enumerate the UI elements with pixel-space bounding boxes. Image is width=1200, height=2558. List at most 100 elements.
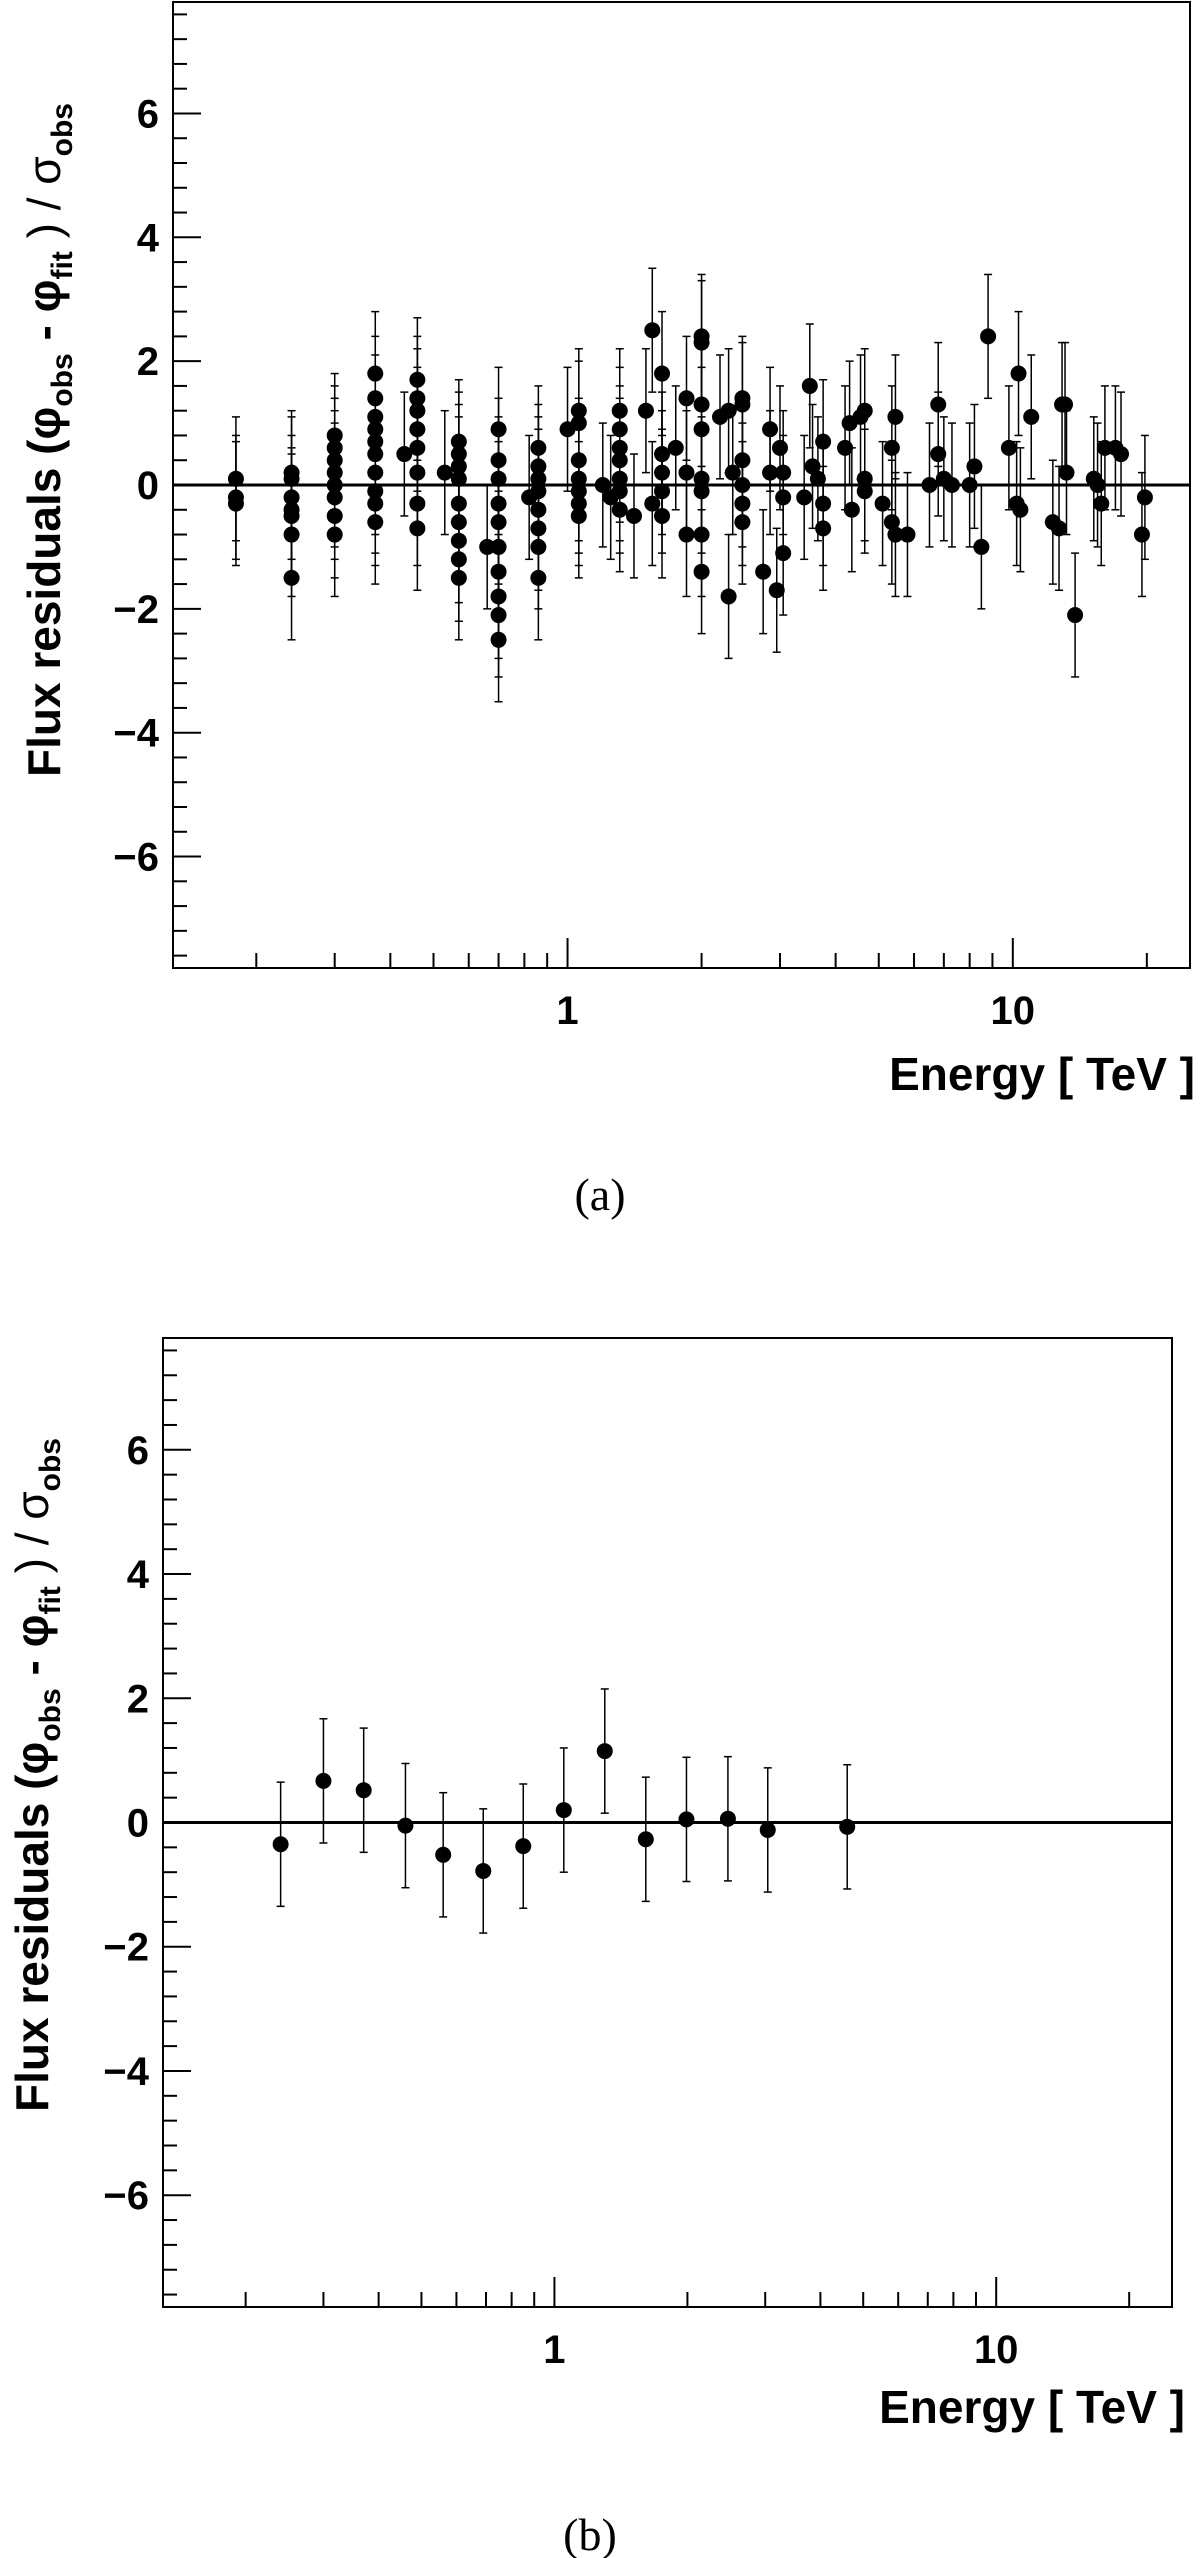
marker — [856, 402, 873, 419]
data-point — [283, 515, 300, 641]
data-point — [515, 1783, 532, 1909]
data-point — [771, 385, 788, 511]
ylabel-sub: obs — [46, 103, 79, 156]
y-tick-label: −2 — [103, 1926, 149, 1970]
marker — [973, 538, 990, 555]
data-point — [396, 391, 413, 517]
marker — [839, 1818, 856, 1835]
marker — [887, 526, 904, 543]
marker — [654, 507, 671, 524]
ylabel-paren: ( — [18, 439, 70, 455]
marker — [596, 1743, 613, 1760]
data-point — [1010, 310, 1027, 437]
data-point — [1023, 354, 1040, 480]
data-point — [450, 515, 467, 641]
y-tick-label: 0 — [137, 464, 159, 508]
marker — [809, 470, 826, 487]
data-point — [966, 403, 983, 530]
marker — [530, 569, 547, 586]
marker — [720, 588, 737, 605]
data-point — [272, 1781, 289, 1908]
marker — [771, 439, 788, 456]
marker — [1136, 489, 1153, 506]
marker — [883, 439, 900, 456]
y-tick-label: 0 — [127, 1802, 149, 1846]
marker — [801, 377, 818, 394]
data-point — [1067, 552, 1084, 678]
panel-a-chart: −6 −4 −2 0 2 4 6 1 10 Energy [ TeV ] Flux residual… — [18, 1, 1195, 1220]
marker — [450, 569, 467, 586]
data-point — [596, 1688, 613, 1814]
ylabel-main: Flux residuals — [18, 455, 70, 777]
data-point — [839, 1763, 856, 1890]
marker — [768, 582, 785, 599]
ylabel-sub: fit — [34, 1586, 67, 1614]
panel-b-chart: −6 −4 −2 0 2 4 6 1 10 Energy [ TeV ] Flux residual… — [6, 1337, 1185, 2558]
data-point — [355, 1727, 372, 1854]
marker — [1023, 408, 1040, 425]
x-tick-label: 10 — [974, 2328, 1019, 2372]
x-tick-label: 1 — [543, 2328, 565, 2372]
ylabel-sub: obs — [46, 353, 79, 406]
ylabel-sub: obs — [34, 1688, 67, 1741]
data-point — [1012, 447, 1029, 573]
marker — [515, 1838, 532, 1855]
data-point — [973, 484, 990, 610]
marker — [961, 477, 978, 493]
data-point — [1058, 409, 1075, 536]
data-point — [436, 409, 453, 536]
data-point — [874, 440, 891, 567]
data-point — [326, 471, 343, 598]
marker — [227, 495, 244, 512]
marker — [719, 1810, 736, 1827]
y-tick-label: −2 — [113, 588, 159, 632]
marker — [980, 328, 997, 345]
marker — [856, 483, 873, 500]
marker — [637, 1831, 654, 1848]
marker — [435, 1846, 452, 1863]
marker — [367, 514, 384, 531]
marker — [611, 501, 628, 518]
marker — [1089, 477, 1106, 493]
marker — [644, 495, 661, 512]
marker — [693, 563, 710, 580]
ylabel-sigma: σ — [18, 156, 70, 184]
marker — [724, 464, 741, 481]
data-point — [555, 1747, 572, 1873]
panel-a-caption: (a) — [574, 1169, 625, 1220]
data-point — [490, 577, 507, 703]
y-axis-label: Flux residuals (φobs - φfit ) / σobs — [6, 1438, 67, 2112]
marker — [759, 1821, 776, 1838]
data-point — [409, 465, 426, 592]
data-point — [397, 1762, 414, 1889]
ylabel-phi: φ — [18, 407, 70, 440]
marker — [625, 507, 642, 524]
y-axis-label: Flux residuals (φobs - φfit ) / σobs — [18, 103, 79, 777]
marker — [966, 458, 983, 475]
marker — [475, 1862, 492, 1879]
data-point — [724, 409, 741, 536]
marker — [921, 477, 938, 493]
marker — [1010, 365, 1027, 382]
x-tick-label: 1 — [556, 989, 578, 1033]
marker — [678, 390, 695, 407]
marker — [1000, 439, 1017, 456]
marker — [555, 1802, 572, 1819]
data-point — [899, 471, 916, 598]
data-point — [809, 416, 826, 542]
marker — [755, 563, 772, 580]
marker — [315, 1772, 332, 1789]
marker — [436, 464, 453, 481]
y-tick-label: 4 — [137, 216, 160, 260]
data-point — [637, 348, 654, 474]
y-tick-label: 6 — [137, 92, 159, 136]
data-point — [678, 471, 695, 598]
ylabel-phi: φ — [18, 280, 70, 313]
data-point — [435, 1791, 452, 1918]
x-axis-label: Energy [ TeV ] — [879, 2381, 1185, 2433]
y-tick-label: 6 — [127, 1429, 149, 1473]
marker — [943, 477, 960, 493]
ylabel-minus: - — [18, 312, 70, 353]
ylabel-sub: fit — [46, 251, 79, 279]
marker — [1113, 446, 1130, 463]
